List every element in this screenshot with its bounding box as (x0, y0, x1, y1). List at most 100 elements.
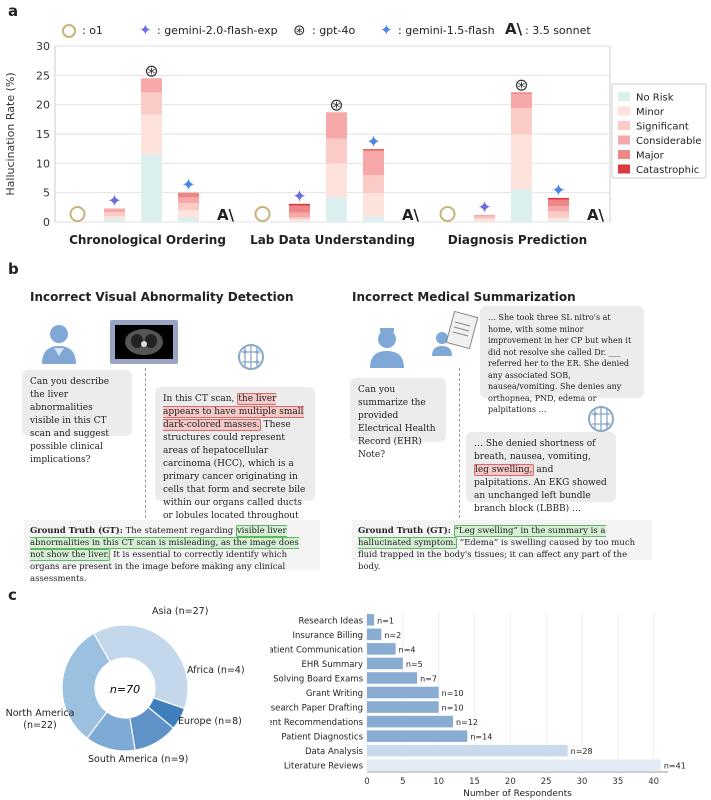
bar-segment (289, 212, 310, 218)
donut-slice (61, 632, 111, 740)
anthropic-icon: A\ (217, 206, 235, 224)
x-tick-label: 15 (469, 777, 480, 787)
legend-label: Considerable (636, 136, 701, 147)
bar (367, 759, 661, 771)
bar-segment (548, 197, 569, 200)
bar-segment (289, 203, 310, 206)
gemini-sparkle-icon: ✦ (107, 192, 121, 212)
category-label: Grant Writing (306, 689, 363, 699)
left-question-bubble: Can you describe the liver abnormalities… (22, 370, 132, 465)
openai-icon: ⊛ (514, 75, 528, 95)
bar-segment (178, 197, 199, 204)
o1-icon (254, 206, 271, 222)
o1-icon (69, 206, 86, 222)
x-tick-label: 20 (505, 777, 516, 787)
value-label: n=10 (442, 689, 464, 698)
x-axis-label: Number of Respondents (463, 789, 572, 798)
bar-segment (363, 175, 384, 194)
x-category-label: Chronological Ordering (69, 233, 226, 247)
bar-segment (511, 134, 532, 190)
bar-segment (141, 92, 162, 115)
gemini-star-icon: ✦ (551, 181, 565, 201)
bar (367, 686, 439, 699)
legend-label: No Risk (636, 93, 674, 104)
legend-swatch (618, 164, 630, 174)
category-label: Treatment Recommendations (270, 718, 364, 728)
category-label: Patient Communication (270, 645, 363, 655)
bar-segment (178, 210, 199, 218)
bar-segment (326, 138, 347, 164)
left-answer-pre: In this CT scan, (163, 394, 235, 404)
legend-gemini-1-5: : gemini-1.5-flash (398, 24, 495, 37)
gemini-sparkle-icon: ✦ (139, 21, 152, 39)
left-gt-label: Ground Truth (GT): (30, 526, 123, 536)
bar-segment (289, 217, 310, 220)
left-gt-pre: The statement regarding (125, 526, 234, 536)
bar-segment (326, 163, 347, 198)
bar-segment (548, 217, 569, 221)
bar (367, 744, 568, 757)
bar-segment (178, 203, 199, 211)
bar-segment (548, 211, 569, 218)
right-answer-pre: … She denied shortness of breath, nausea… (474, 439, 596, 462)
y-tick-label: 10 (36, 157, 50, 170)
y-axis-label: Hallucination Rate (%) (4, 72, 17, 195)
gemini-star-icon: ✦ (181, 176, 195, 196)
legend-label: Catastrophic (636, 165, 699, 176)
bar-segment (141, 154, 162, 222)
x-tick-label: 0 (364, 777, 369, 787)
x-tick-label: 10 (433, 777, 444, 787)
left-section-title: Incorrect Visual Abnormality Detection (30, 290, 294, 304)
right-gt-label: Ground Truth (GT): (358, 526, 451, 536)
bar-segment (474, 221, 495, 222)
value-label: n=2 (384, 631, 401, 640)
bar (367, 715, 453, 728)
risk-legend (611, 83, 707, 179)
bar-segment (511, 189, 532, 222)
y-tick-label: 25 (36, 69, 50, 82)
bar-segment (474, 214, 495, 217)
ehr-document-icon (432, 310, 479, 356)
bar-segment (289, 220, 310, 222)
bar (367, 628, 382, 641)
bar-segment (363, 150, 384, 176)
legend-o1: : o1 (82, 24, 103, 37)
x-tick-label: 35 (612, 777, 623, 787)
bar (367, 672, 418, 684)
bar-segment (178, 217, 199, 222)
category-label: Patient Diagnostics (281, 733, 363, 743)
category-label: Literature Reviews (284, 762, 364, 772)
doctor-avatar-icon (42, 325, 76, 364)
left-gt-post: It is essential to correctly identify wh… (30, 550, 288, 584)
right-answer-post: and palpitations. An EKG showed an uncha… (474, 465, 607, 514)
ehr-note-text: … She took three SL nitro's at home, wit… (488, 313, 632, 414)
anthropic-icon: A\ (587, 206, 605, 224)
gemini-star-icon: ✦ (380, 21, 393, 39)
bar-segment (289, 219, 310, 221)
o1-icon (62, 24, 76, 38)
ai-brain-icon (238, 344, 264, 370)
bar-segment (363, 216, 384, 222)
x-category-label: Lab Data Understanding (250, 233, 415, 247)
panel-label-c: c (8, 586, 17, 604)
legend-swatch (618, 135, 630, 145)
bar-segment (104, 219, 125, 222)
bar (367, 614, 375, 626)
ehr-note-bubble: … She took three SL nitro's at home, wit… (480, 306, 644, 414)
y-tick-label: 20 (36, 99, 50, 112)
category-label: Research Ideas (299, 616, 364, 626)
openai-icon: ⊛ (144, 61, 158, 81)
bar-segment (104, 216, 125, 220)
bar-segment (511, 108, 532, 135)
legend-gpt-4o: : gpt-4o (312, 24, 356, 37)
legend-label: Major (636, 151, 665, 162)
gemini-sparkle-icon: ✦ (477, 198, 491, 218)
left-answer-bubble: In this CT scan, the liver appears to ha… (155, 387, 315, 534)
bar-segment (511, 94, 532, 109)
x-tick-label: 40 (648, 777, 659, 787)
right-divider-line (459, 368, 460, 518)
donut-label: South America (n=9) (88, 754, 188, 765)
bar (367, 643, 396, 655)
bar (367, 657, 403, 670)
value-label: n=5 (406, 660, 423, 669)
